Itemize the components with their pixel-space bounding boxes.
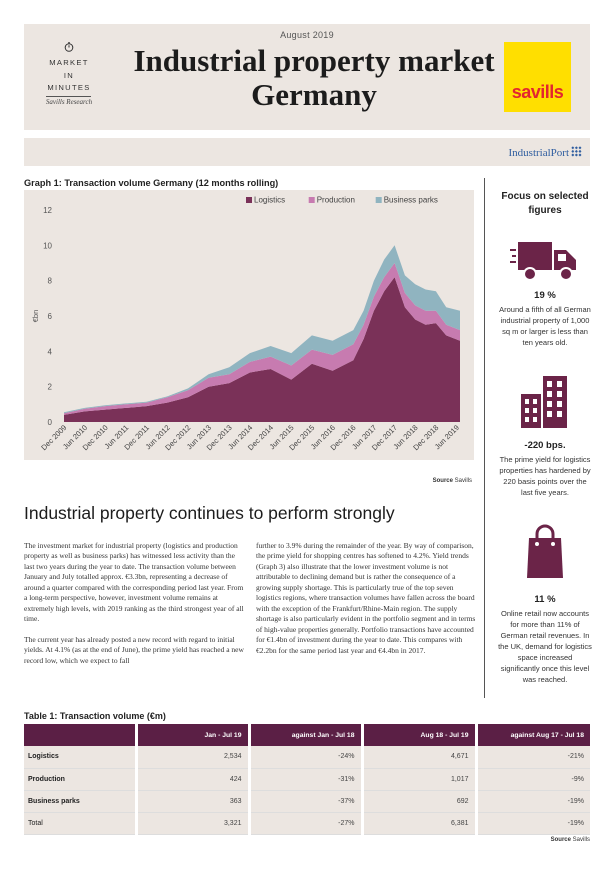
sidebar-title: Focus on selected figures (501, 191, 589, 216)
graph-source: Source Savills (24, 478, 472, 484)
article-paragraph: further to 3.9% during the remainder of … (256, 541, 476, 655)
sidebar-item: 11 % Online retail now accounts for more… (490, 522, 600, 685)
table-cell: Business parks (24, 790, 138, 813)
article-column-2: further to 3.9% during the remainder of … (256, 541, 477, 666)
series-divider (46, 96, 91, 97)
table-cell: 2,534 (136, 746, 251, 769)
table-cell: 424 (136, 768, 251, 791)
article-paragraph: The investment market for industrial pro… (24, 541, 244, 624)
legend-swatch (246, 197, 252, 203)
table-cell: Total (24, 812, 138, 835)
legend-swatch (308, 197, 315, 203)
table-row: Total 3,321 -27% 6,381 -19% (24, 812, 590, 835)
transaction-volume-table: Jan - Jul 19 against Jan - Jul 18 Aug 18… (24, 724, 590, 835)
stopwatch-icon (64, 42, 74, 52)
partner-dots-icon (571, 146, 582, 157)
y-tick-label: 0 (48, 418, 53, 427)
sidebar-item: -220 bps. The prime yield for logistics … (490, 372, 600, 498)
savills-logo: savills (504, 42, 571, 112)
table-cell: 1,017 (362, 768, 478, 791)
graph-caption: Graph 1: Transaction volume Germany (12 … (24, 178, 279, 188)
table-cell: -19% (476, 812, 590, 835)
sidebar-figure: 11 % (534, 594, 556, 605)
page-title: Industrial property market Germany (133, 43, 495, 112)
logo-text: savills (511, 82, 564, 102)
table-cell: 363 (136, 790, 251, 813)
truck-icon (510, 242, 576, 281)
sidebar-divider (484, 178, 485, 698)
table-cell: 692 (362, 790, 478, 813)
sidebar-text: The prime yield for logistics properties… (499, 455, 591, 497)
legend-label: Business parks (384, 196, 438, 205)
y-tick-label: 12 (43, 206, 52, 215)
table-source-value: Savills (572, 837, 590, 843)
table-header-cell: against Jan - Jul 18 (249, 724, 364, 746)
series-subtitle: Savills Research (45, 98, 93, 106)
table-cell: -31% (249, 768, 364, 791)
table-caption: Table 1: Transaction volume (€m) (24, 711, 166, 721)
table-source-label: Source (550, 837, 571, 843)
shopping-bag-icon (527, 524, 563, 578)
partner-name: IndustrialPort (508, 147, 570, 159)
sidebar-text: Around a fifth of all German industrial … (499, 305, 591, 347)
graph-panel: 0 2 4 6 8 10 12 €bn Dec 2009 Jun 2010 Dec 2010 Jun … (24, 190, 474, 460)
table-source: Source Savills (24, 837, 590, 843)
y-tick-label: 6 (48, 312, 53, 321)
article-paragraph: The current year has already posted a ne… (24, 634, 244, 665)
legend-swatch (375, 197, 382, 203)
table-cell: -9% (476, 768, 590, 791)
graph-source-label: Source (432, 478, 453, 484)
series-title: MARKET IN MINUTES (47, 58, 91, 92)
area-series-logistics (64, 277, 460, 422)
sidebar-item: 19 % Around a fifth of all German indust… (490, 236, 600, 348)
table-cell: 3,321 (136, 812, 251, 835)
table-cell: -24% (249, 746, 364, 769)
table-cell: -19% (476, 790, 590, 813)
y-tick-label: 8 (48, 277, 53, 286)
sidebar-text: Online retail now accounts for more than… (498, 609, 592, 684)
article-headline: Industrial property continues to perform… (24, 503, 395, 523)
y-axis-label: €bn (31, 310, 40, 323)
y-tick-label: 4 (48, 347, 53, 356)
table-header-cell: Jan - Jul 19 (136, 724, 251, 746)
partner-logo: IndustrialPort (508, 146, 582, 159)
article-column-1: The investment market for industrial pro… (24, 541, 245, 676)
legend-label: Production (317, 196, 355, 205)
table-cell: Logistics (24, 746, 138, 769)
table-row: Production 424 -31% 1,017 -9% (24, 768, 590, 791)
legend-label: Logistics (254, 196, 285, 205)
table-cell: -27% (249, 812, 364, 835)
table-cell: -21% (476, 746, 590, 769)
table-header-cell: against Aug 17 - Jul 18 (476, 724, 590, 746)
table-cell: 6,381 (362, 812, 478, 835)
buildings-icon (521, 376, 567, 428)
sidebar-figure: -220 bps. (524, 440, 566, 451)
table-row: Business parks 363 -37% 692 -19% (24, 790, 590, 813)
header-band: MARKET IN MINUTES Savills Research Augus… (24, 24, 590, 130)
table-cell: 4,671 (362, 746, 478, 769)
table-cell: -37% (249, 790, 364, 813)
table-row: Logistics 2,534 -24% 4,671 -21% (24, 746, 590, 769)
y-tick-label: 10 (43, 241, 52, 250)
table-header-row: Jan - Jul 19 against Jan - Jul 18 Aug 18… (24, 724, 590, 746)
partner-band: IndustrialPort (24, 138, 590, 166)
graph-source-value: Savills (454, 478, 472, 484)
table-cell: Production (24, 768, 138, 791)
table-header-cell: Aug 18 - Jul 19 (362, 724, 478, 746)
issue-date: August 2019 (280, 30, 334, 40)
y-tick-label: 2 (48, 383, 53, 392)
table-header-cell (24, 724, 138, 746)
sidebar-figure: 19 % (534, 290, 556, 301)
